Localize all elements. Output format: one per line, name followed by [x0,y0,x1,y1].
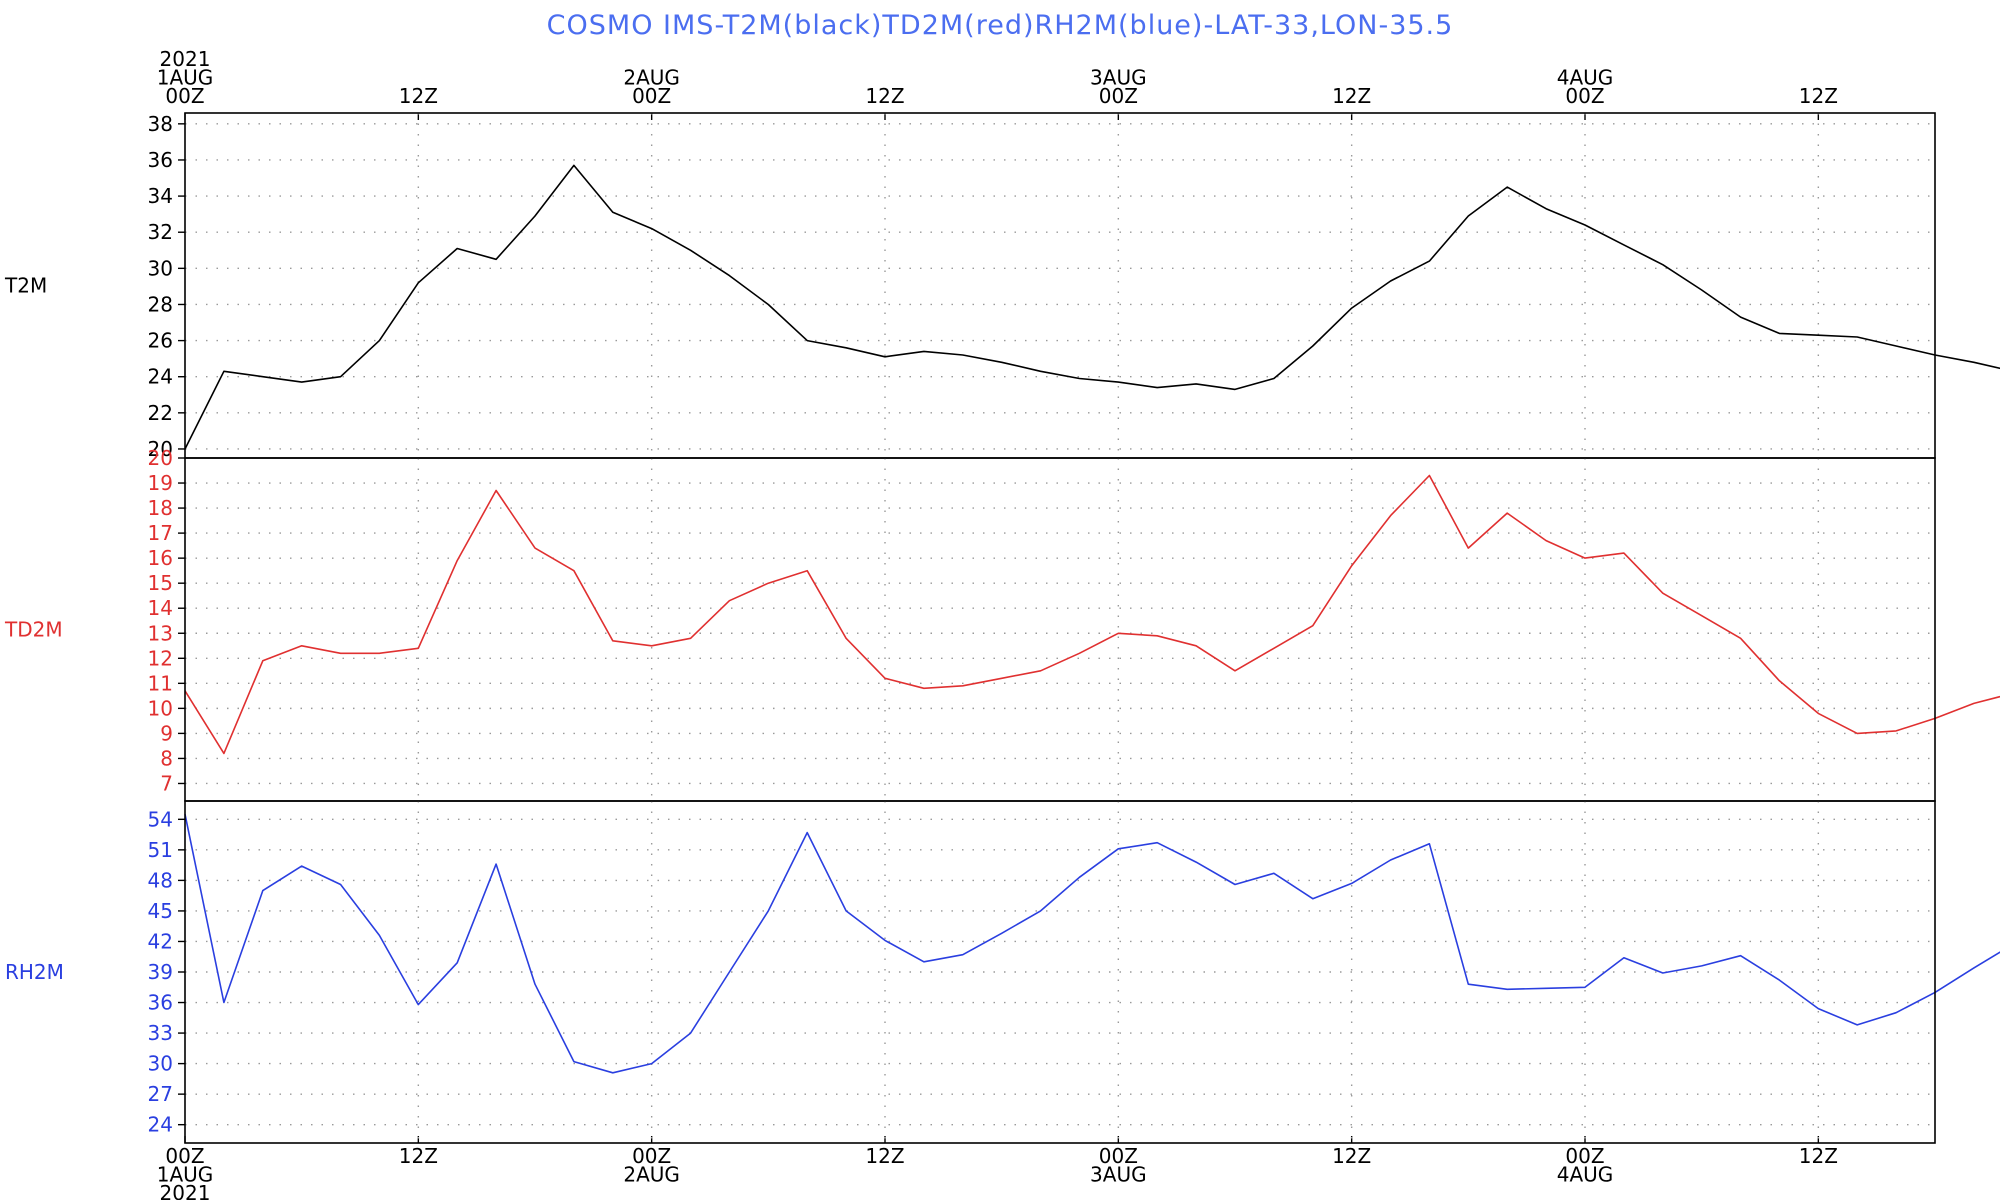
top-time-label: 3AUG [1090,66,1147,90]
top-time-label: 00Z [165,84,204,108]
y-tick-label: 24 [148,1113,173,1137]
panel-frame [184,800,1936,1144]
top-time-label: 1AUG [157,66,214,90]
y-tick-label: 8 [160,746,173,770]
y-tick-label: 12 [148,646,173,670]
y-tick-label: 28 [148,292,173,316]
top-time-label: 12Z [399,84,438,108]
y-tick-label: 24 [148,365,173,389]
y-tick-label: 39 [148,960,173,984]
bottom-time-label: 2021 [160,1181,211,1200]
bottom-time-label: 3AUG [1090,1163,1147,1187]
y-tick-label: 22 [148,401,173,425]
y-tick-label: 14 [148,596,173,620]
y-tick-label: 26 [148,329,173,353]
top-time-label: 2AUG [623,66,680,90]
bottom-time-label: 00Z [1099,1144,1138,1168]
bottom-time-label: 00Z [632,1144,671,1168]
y-tick-label: 20 [148,437,173,461]
y-tick-label: 38 [148,112,173,136]
y-tick-label: 51 [148,838,173,862]
y-tick-label: 30 [148,1052,173,1076]
panel-frame [184,112,1936,459]
y-tick-label: 34 [148,184,173,208]
bottom-time-label: 1AUG [157,1163,214,1187]
panel-label-td2m: TD2M [4,618,63,642]
y-tick-label: 33 [148,1021,173,1045]
top-time-label: 00Z [1099,84,1138,108]
top-time-label: 00Z [632,84,671,108]
y-tick-label: 17 [148,521,173,545]
bottom-time-label: 2AUG [623,1163,680,1187]
y-tick-label: 20 [148,446,173,470]
y-tick-label: 11 [148,671,173,695]
panels: 20 22 24 26 28 30 32 34 36 38 T2M 78910111213141516… [4,112,2000,1144]
panel-t2m: 20 22 24 26 28 30 32 34 36 38 T2M [4,112,2000,461]
bottom-time-label: 12Z [1799,1144,1838,1168]
top-time-label: 00Z [1565,84,1604,108]
y-tick-label: 13 [148,621,173,645]
y-tick-label: 45 [148,899,173,923]
top-time-label: 2021 [160,47,211,71]
bottom-time-label: 00Z [165,1144,204,1168]
bottom-time-label: 4AUG [1557,1163,1614,1187]
y-tick-label: 36 [148,991,173,1015]
series-line-td2m [184,474,2000,755]
top-time-label: 12Z [1799,84,1838,108]
top-time-label: 12Z [865,84,904,108]
bottom-time-label: 00Z [1565,1144,1604,1168]
panel-label-t2m: T2M [4,274,47,298]
y-tick-label: 10 [148,696,173,720]
y-tick-label: 9 [160,721,173,745]
panel-frame [184,457,1936,802]
panel-rh2m: 24 27 30 33 36 39 42 45 48 51 54 RH2M [5,800,2000,1144]
y-tick-label: 19 [148,471,173,495]
bottom-time-label: 12Z [1332,1144,1371,1168]
y-tick-label: 32 [148,220,173,244]
y-tick-label: 15 [148,571,173,595]
bottom-time-label: 12Z [399,1144,438,1168]
chart-title: COSMO IMS-T2M(black)TD2M(red)RH2M(blue)-… [547,10,1454,41]
bottom-time-label: 12Z [865,1144,904,1168]
y-tick-label: 18 [148,496,173,520]
series-line-rh2m [184,814,2000,1074]
y-tick-label: 27 [148,1082,173,1106]
top-time-label: 12Z [1332,84,1371,108]
y-tick-label: 54 [148,807,173,831]
y-tick-label: 36 [148,148,173,172]
series-line-t2m [184,164,2000,450]
y-tick-label: 42 [148,929,173,953]
top-time-label: 4AUG [1557,66,1614,90]
y-tick-label: 7 [160,771,173,795]
y-tick-label: 30 [148,256,173,280]
y-tick-label: 16 [148,546,173,570]
y-tick-label: 48 [148,868,173,892]
panel-label-rh2m: RH2M [5,960,64,984]
